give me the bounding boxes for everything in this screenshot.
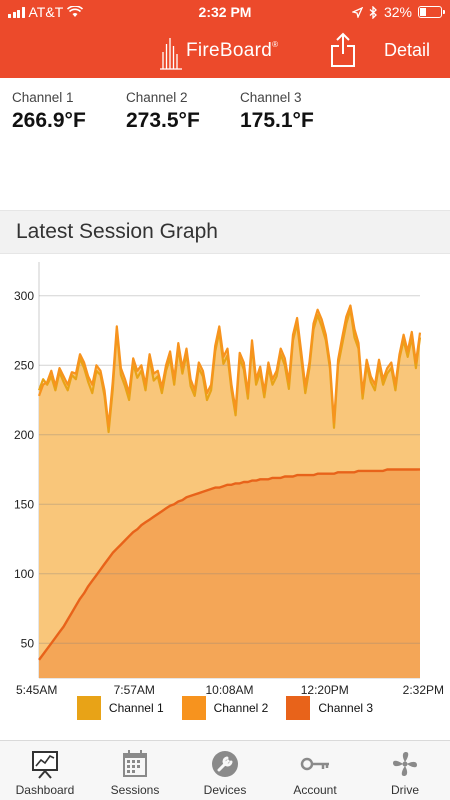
channel-3-area — [39, 469, 420, 678]
battery-percent: 32% — [383, 4, 412, 20]
brand-name: FireBoard® — [186, 40, 279, 61]
y-tick-label: 250 — [14, 358, 34, 372]
channel-3-readout: Channel 3 175.1°F — [240, 90, 314, 133]
legend-item-channel-1[interactable]: Channel 1 — [76, 696, 164, 720]
signal-icon — [8, 6, 25, 18]
fireboard-logo: FireBoard® — [160, 24, 278, 70]
legend-item-channel-3[interactable]: Channel 3 — [286, 696, 373, 720]
channel-temperature: 266.9°F — [12, 109, 86, 132]
carrier-info: AT&T — [8, 4, 84, 20]
channel-2-line — [37, 304, 422, 428]
detail-button[interactable]: Detail — [383, 40, 430, 60]
tab-sessions[interactable]: Sessions — [90, 741, 180, 800]
channel-label: Channel 2 — [126, 90, 188, 105]
wrench-icon — [212, 751, 238, 777]
location-arrow-icon — [351, 6, 363, 18]
bluetooth-icon — [369, 5, 377, 19]
tab-label: Sessions — [110, 783, 160, 797]
app-header: AT&T 2:32 PM 32% FireBoa — [0, 0, 450, 78]
legend-item-channel-2[interactable]: Channel 2 — [181, 696, 269, 720]
wifi-icon — [67, 6, 84, 17]
tab-label: Account — [293, 783, 337, 797]
legend-swatch — [76, 696, 101, 720]
x-tick-label: 12:20PM — [301, 683, 349, 697]
x-tick-label: 10:08AM — [205, 683, 253, 697]
calendar-icon — [123, 750, 147, 777]
channel-1-readout: Channel 1 266.9°F — [12, 90, 86, 133]
flame-logo-icon — [160, 38, 182, 70]
channel-label: Channel 3 — [240, 90, 302, 105]
tab-label: Dashboard — [15, 783, 75, 797]
chart-legend: Channel 1 Channel 2 Channel 3 — [0, 696, 450, 720]
legend-label: Channel 1 — [108, 701, 164, 715]
tab-dashboard[interactable]: Dashboard — [0, 741, 90, 800]
key-icon — [300, 757, 329, 771]
status-right: 32% — [351, 4, 445, 20]
x-tick-label: 2:32PM — [403, 683, 444, 697]
tab-account[interactable]: Account — [270, 741, 360, 800]
tab-bar: Dashboard Sessions Devices Account — [0, 740, 450, 800]
session-graph[interactable]: 50 100 150 200 250 300 5:45AM 7:57AM 10:08AM 12:2… — [0, 254, 450, 740]
section-title: Latest Session Graph — [16, 220, 218, 243]
session-chart: 50 100 150 200 250 300 5:45AM 7:57AM 10:08AM 12:2… — [0, 254, 450, 740]
channel-temperature: 175.1°F — [240, 109, 314, 132]
battery-icon — [418, 6, 445, 18]
tab-label: Drive — [390, 783, 419, 797]
legend-swatch — [181, 696, 206, 720]
channel-3-line — [38, 468, 421, 661]
tab-drive[interactable]: Drive — [360, 741, 450, 800]
channel-label: Channel 1 — [12, 90, 74, 105]
y-tick-label: 100 — [14, 567, 34, 581]
channel-readouts: Channel 1 266.9°F Channel 2 273.5°F Chan… — [0, 78, 450, 210]
y-tick-label: 200 — [14, 428, 34, 442]
dashboard-icon — [32, 751, 58, 779]
section-header: Latest Session Graph — [0, 210, 450, 254]
y-tick-label: 50 — [21, 636, 35, 650]
carrier-label: AT&T — [28, 4, 64, 20]
tab-devices[interactable]: Devices — [180, 741, 270, 800]
share-icon[interactable] — [330, 32, 356, 68]
legend-label: Channel 2 — [213, 701, 269, 715]
y-tick-label: 150 — [14, 497, 34, 511]
legend-label: Channel 3 — [318, 701, 374, 715]
x-tick-label: 7:57AM — [114, 683, 155, 697]
legend-swatch — [286, 696, 311, 720]
status-time: 2:32 PM — [198, 4, 252, 20]
x-tick-label: 5:45AM — [16, 683, 57, 697]
channel-temperature: 273.5°F — [126, 109, 200, 132]
fan-icon — [393, 752, 417, 776]
tab-label: Devices — [203, 783, 247, 797]
status-bar: AT&T 2:32 PM 32% — [0, 0, 450, 26]
y-tick-label: 300 — [14, 289, 34, 303]
battery-level — [420, 8, 427, 16]
channel-2-readout: Channel 2 273.5°F — [126, 90, 200, 133]
